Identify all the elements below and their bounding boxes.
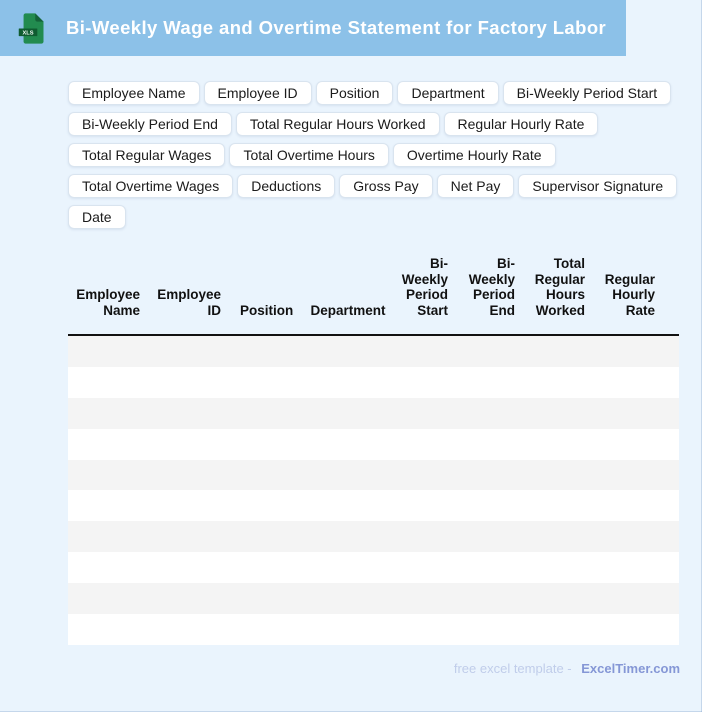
svg-text:XLS: XLS <box>23 30 34 36</box>
